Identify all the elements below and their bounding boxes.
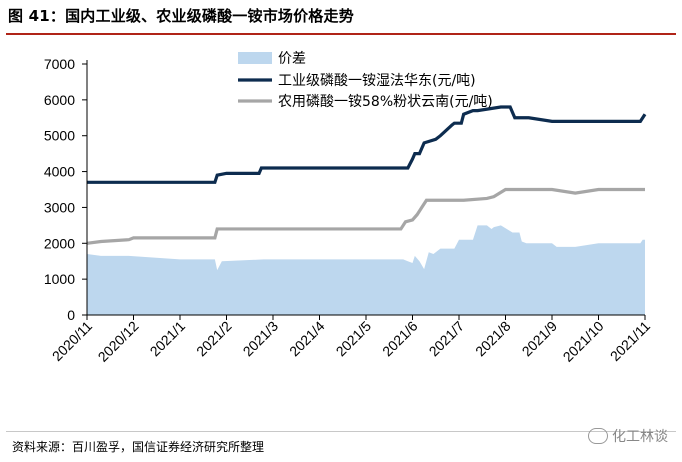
x-tick-label: 2021/5 [333,318,375,360]
legend-swatch-area [238,52,272,64]
wechat-icon [588,428,608,444]
y-tick-label: 5000 [44,128,75,144]
y-tick-label: 0 [67,307,75,323]
line-layer [86,105,647,245]
x-tick-label: 2021/4 [286,318,328,360]
source-note: 资料来源：百川盈孚，国信证券经济研究所整理 [12,440,265,454]
x-tick-label: 2021/8 [472,318,514,360]
x-tick-label: 2021/10 [560,318,607,365]
y-tick-label: 4000 [44,164,75,180]
series-line-2 [86,187,645,245]
watermark: 化工林谈 [588,426,668,446]
y-tick-label: 7000 [44,56,75,72]
x-tick-label: 2021/1 [147,318,189,360]
chart: 0 1000 2000 3000 4000 5000 6000 7000 2020/11 2020… [44,51,654,365]
y-tick-label: 3000 [44,199,75,215]
y-tick-label: 2000 [44,235,75,251]
y-tick-label: 1000 [44,271,75,287]
legend-label: 农用磷酸一铵58%粉状云南(元/吨) [278,94,493,110]
figure-title: 图 41：国内工业级、农业级磷酸一铵市场价格走势 [8,7,354,25]
legend-label: 工业级磷酸一铵湿法华东(元/吨) [278,73,476,89]
x-tick-label: 2021/6 [379,318,421,360]
x-tick-label: 2021/9 [519,318,561,360]
watermark-text: 化工林谈 [612,429,668,445]
x-tick-label: 2021/3 [240,318,282,360]
bottom-rule [6,431,676,432]
x-tick-label: 2020/12 [95,318,142,365]
series-line-1 [87,105,647,184]
x-tick-label: 2021/11 [607,318,654,365]
legend-label: 价差 [278,51,306,67]
x-tick-label: 2021/2 [193,318,235,360]
x-tick-label: 2020/11 [49,318,96,365]
y-tick-label: 6000 [44,92,75,108]
spread-area-layer [87,225,645,315]
x-tick-label: 2021/7 [426,318,468,360]
title-rule [6,33,676,35]
series-area-spread [87,225,645,315]
